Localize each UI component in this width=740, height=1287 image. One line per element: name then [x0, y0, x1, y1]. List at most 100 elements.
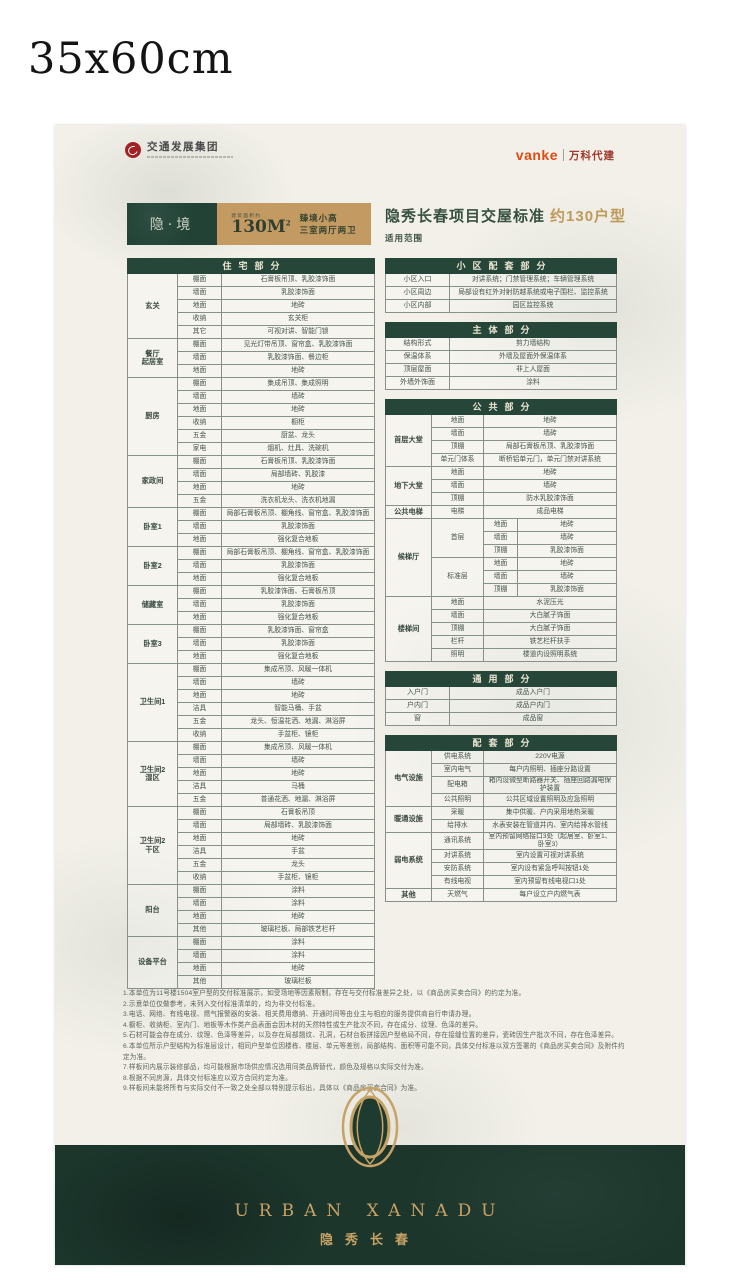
attr-cell: 棚面: [177, 507, 222, 521]
attr-cell: 顶层屋面: [385, 363, 450, 377]
attr-cell: 五金: [177, 715, 222, 729]
table-row: 配电箱 箱内设微型断路器开关、插座回路漏电保护装置: [386, 775, 617, 795]
attr-cell: 收纳: [177, 871, 222, 885]
attr-cell: 采暖: [431, 806, 484, 821]
attr-cell: 墙面: [177, 637, 222, 651]
table-row: 五金 龙头、恒温花洒、地漏、淋浴屏: [128, 715, 375, 729]
attr-cell: 墙面: [431, 479, 484, 493]
attr-cell: 地面: [177, 533, 222, 547]
table-row: 墙面 墙砖: [386, 427, 617, 441]
room-cell: 卫生间1: [127, 663, 178, 742]
attr-cell: 洁具: [177, 702, 222, 716]
table-row: 地面 强化复合地板: [128, 572, 375, 586]
table-row: 地面 地砖: [128, 403, 375, 417]
value-cell: 普通花洒、地漏、淋浴屏: [221, 793, 375, 807]
table-row: 其他 天燃气 每户设立户内燃气表: [385, 888, 617, 903]
value-cell: 墙砖: [221, 676, 375, 690]
attr-cell: 地面: [177, 832, 222, 846]
value-cell: 烟机、灶具、洗碗机: [221, 442, 375, 456]
value-cell: 地砖: [221, 299, 375, 313]
value-cell: 墙砖: [517, 570, 617, 584]
unit-spec-plate: 建筑面积约 130M2 臻境小高 三室两厅两卫: [217, 203, 371, 245]
attr-cell: 棚面: [177, 338, 222, 352]
table-row: 卧室1 棚面 局部石膏板吊顶、棚角线、窗帘盒、乳胶漆饰面: [127, 507, 375, 547]
value-cell: 涂料: [221, 949, 375, 963]
table-row: 电气设施 供电系统 220V电源: [385, 749, 617, 808]
table-row: 卫生间1 棚面 集成吊顶、风暖一体机: [127, 663, 375, 742]
value-cell: 石膏板吊顶、乳胶漆饰面: [221, 273, 375, 287]
residence-table: 住宅部分 玄关 棚面 石膏板吊顶、乳胶漆饰面 墙面 乳胶漆饰面 地面 地砖 收纳 玄关柜 其它 可视对…: [127, 258, 375, 989]
room-cell: 电气设施: [385, 749, 432, 808]
value-cell: 大白腻子饰面: [483, 609, 617, 623]
value-cell: 室内设置可视对讲系统: [483, 849, 617, 864]
value-cell: 见光灯带吊顶、窗帘盒、乳胶漆饰面: [221, 338, 375, 352]
table-row: 室内电气 每户内照明、插座分路设置: [386, 763, 617, 777]
room-cell: 卧室1: [127, 507, 178, 547]
attr-cell: 棚面: [177, 377, 222, 391]
table-row: 外墙外饰面 涂料: [385, 376, 617, 390]
footnote-line: 1.本单位为11号楼1504室户型的交付标准展示，如受场地等因素限制，存在与交付…: [123, 990, 526, 997]
table-row: 阳台 棚面 涂料: [127, 884, 375, 937]
size-label: 35x60cm: [28, 34, 234, 84]
table-row: 顶棚 乳胶漆饰面: [386, 544, 617, 558]
value-cell: 局部石膏板吊顶、棚角线、窗帘盒、乳胶漆饰面: [221, 546, 375, 560]
value-cell: 强化复合地板: [221, 572, 375, 586]
value-cell: 室内预留有线电视口1处: [483, 875, 617, 890]
table-row: 其他 玻璃栏板: [128, 975, 375, 989]
room-cell: 弱电系统: [385, 832, 432, 890]
attr-cell: 地面: [177, 611, 222, 625]
value-cell: 局部石膏板吊顶、棚角线、窗帘盒、乳胶漆饰面: [221, 507, 375, 521]
attr-cell: 墙面: [177, 520, 222, 534]
attr-cell: 墙面: [177, 468, 222, 482]
room-cell: 储藏室: [127, 585, 178, 625]
value-cell: 强化复合地板: [221, 533, 375, 547]
attr-cell: 安防系统: [431, 862, 484, 877]
room-cell: 卫生间2 干区: [127, 806, 178, 885]
facilities-table: 配套部分 电气设施 供电系统 220V电源 室内电气 每户内照明、插座分路设置 配电箱 箱内设…: [385, 735, 617, 903]
table-row: 卧室2 棚面 局部石膏板吊顶、棚角线、窗帘盒、乳胶漆饰面: [127, 546, 375, 586]
attr-cell: 棚面: [177, 884, 222, 898]
value-cell: 乳胶漆饰面、石膏板吊顶: [221, 585, 375, 599]
value-cell: 地砖: [221, 689, 375, 703]
value-cell: 每户内照明、插座分路设置: [483, 763, 617, 777]
room-cell: 阳台: [127, 884, 178, 937]
value-cell: 对讲系统；门禁管理系统；车辆管理系统: [449, 273, 617, 287]
value-cell: 乳胶漆饰面: [517, 544, 617, 558]
delivery-standard-poster: 交通发展集团 vanke 万科代建 隐·境 建筑面积约 130M2 臻境小高 三…: [55, 125, 685, 1265]
footnotes: 1.本单位为11号楼1504室户型的交付标准展示，如受场地等因素限制，存在与交付…: [123, 989, 628, 1095]
value-cell: 局部石膏板吊顶、乳胶漆饰面: [483, 440, 617, 454]
value-cell: 集成吊顶、风暖一体机: [221, 663, 375, 677]
attr-cell: 墙面: [177, 949, 222, 963]
attr-cell: 棚面: [177, 806, 222, 820]
value-cell: 可视对讲、智能门锁: [221, 325, 375, 339]
value-cell: 成品户内门: [449, 699, 617, 713]
value-cell: 室内预留网络接口3处（起居室、卧室1、卧室3）: [483, 832, 617, 851]
value-cell: 地砖: [221, 481, 375, 495]
footnote-line: 7.样板间内展示装修部品，均可能根据市场供应情况选用同类品牌替代，颜色及规格以实…: [123, 1064, 428, 1072]
table-row: 安防系统 室内设有紧急呼叫按钮1处: [386, 862, 617, 877]
value-cell: 涂料: [221, 897, 375, 911]
value-cell: 集中供暖、户内采用地热采暖: [483, 806, 617, 821]
value-cell: 乳胶漆饰面: [221, 286, 375, 300]
table-header: 小区配套部分: [385, 258, 617, 274]
value-cell: 外墙及屋面外保温体系: [449, 350, 617, 364]
value-cell: 洗衣机龙头、洗衣机地漏: [221, 494, 375, 508]
value-cell: 乳胶漆饰面、窗帘盒: [221, 624, 375, 638]
value-cell: 剪力墙结构: [449, 337, 617, 351]
value-cell: 局部墙砖、乳胶漆: [221, 468, 375, 482]
value-cell: 墙砖: [221, 754, 375, 768]
attr-cell: 棚面: [177, 741, 222, 755]
residence-column: 住宅部分 玄关 棚面 石膏板吊顶、乳胶漆饰面 墙面 乳胶漆饰面 地面 地砖 收纳 玄关柜 其它 可视对…: [127, 258, 375, 989]
attr-cell: 通讯系统: [431, 832, 484, 851]
attr-cell: 地面: [177, 572, 222, 586]
room-cell: 首层大堂: [385, 414, 432, 467]
table-row: 收纳 玄关柜: [128, 312, 375, 326]
value-cell: 乳胶漆饰面、餐边柜: [221, 351, 375, 365]
structure-table: 主体部分 结构形式 剪力墙结构 保温体系 外墙及屋面外保温体系 顶层屋面 非上人屋面 外墙外饰…: [385, 322, 617, 390]
value-cell: 地砖: [483, 466, 617, 480]
attr-cell: 公共照明: [431, 793, 484, 808]
room-cell: 设备平台: [127, 936, 178, 989]
table-row: 玄关 棚面 石膏板吊顶、乳胶漆饰面: [127, 273, 375, 339]
table-row: 设备平台 棚面 涂料: [127, 936, 375, 989]
